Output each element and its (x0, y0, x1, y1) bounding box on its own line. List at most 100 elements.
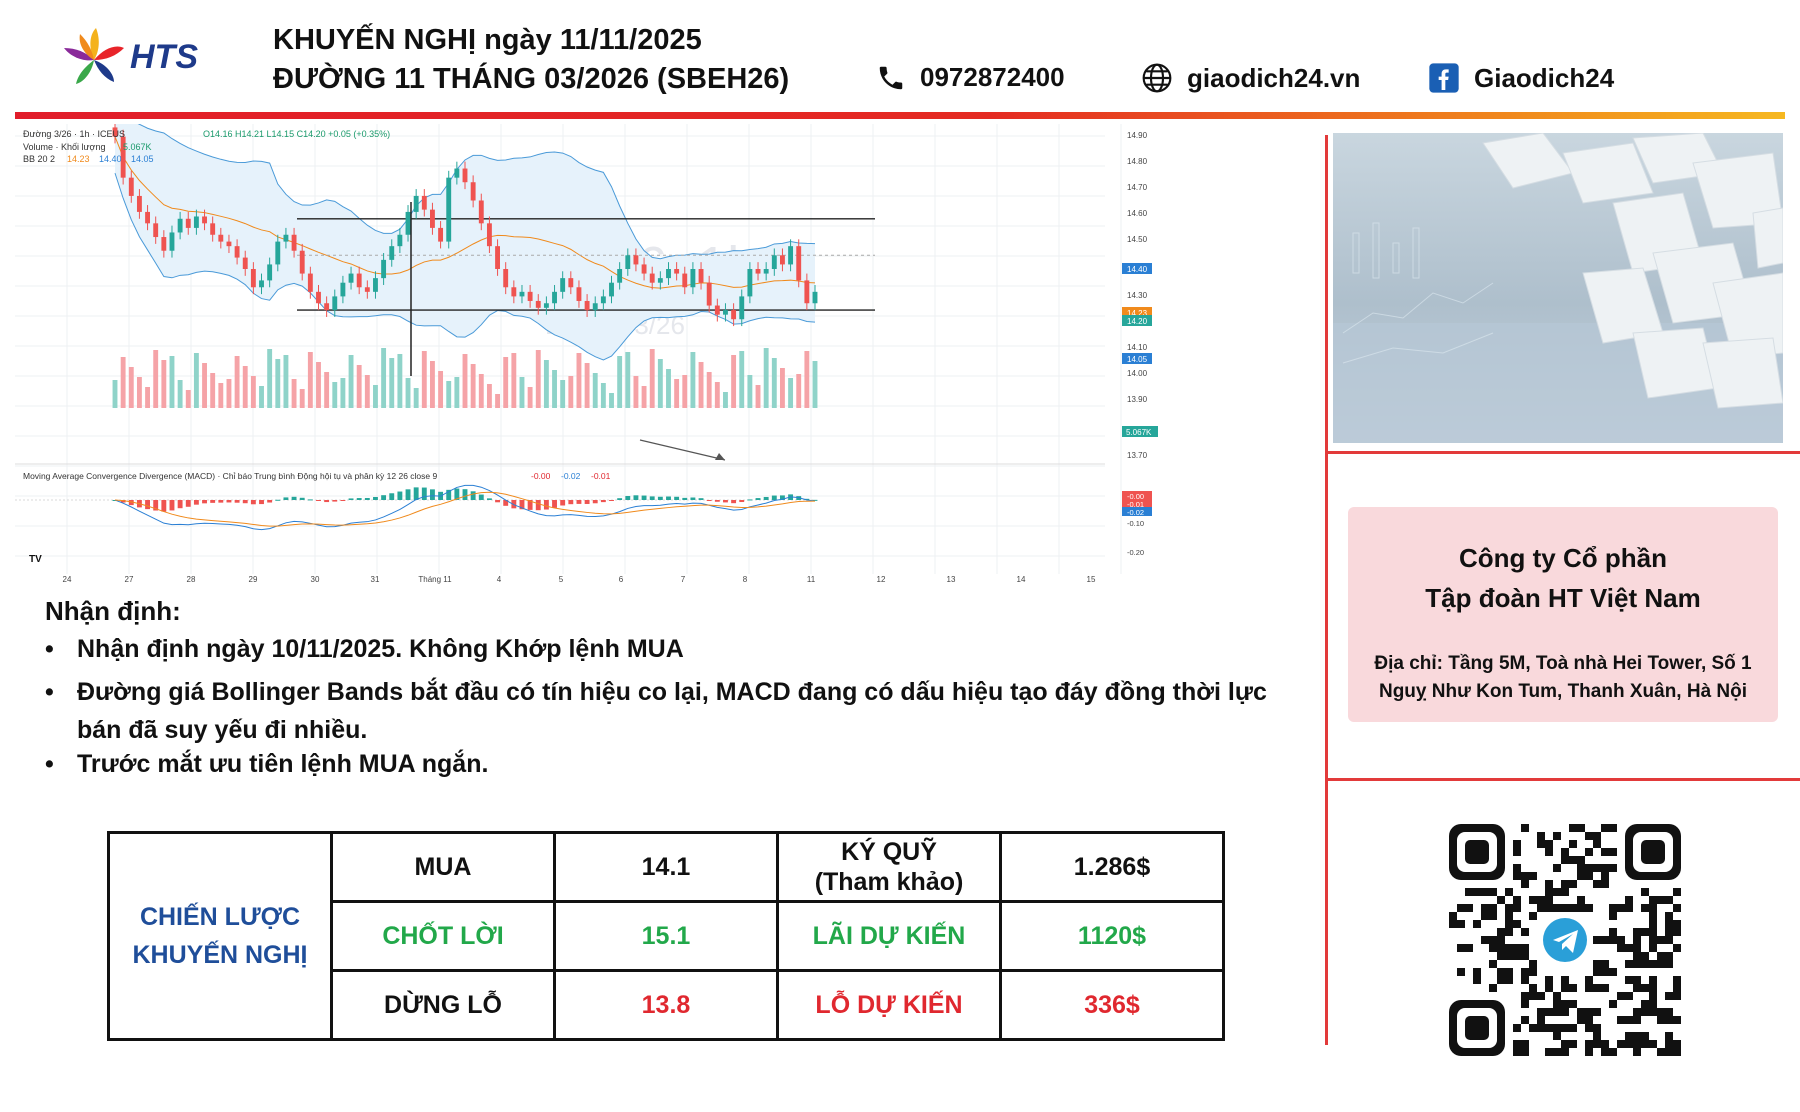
macd-histogram-bar (478, 494, 484, 500)
facebook-contact[interactable]: Giaodich24 (1428, 62, 1614, 94)
volume-bar (723, 392, 728, 408)
candle-body (218, 234, 224, 242)
candle-body (145, 211, 150, 224)
qr-module (1521, 976, 1529, 984)
qr-finder (1641, 840, 1665, 864)
volume-bar (763, 348, 769, 408)
volume-bar (454, 377, 460, 408)
candle-body (462, 168, 468, 183)
macd-histogram-bar (291, 496, 297, 500)
macd-histogram-bar (332, 500, 338, 502)
qr-module (1577, 824, 1585, 832)
qr-module (1553, 1008, 1561, 1016)
qr-module (1465, 904, 1473, 912)
qr-module (1657, 960, 1665, 968)
qr-module (1537, 840, 1545, 848)
qr-module (1609, 936, 1617, 944)
candle-body (202, 216, 207, 224)
qr-module (1545, 1008, 1553, 1016)
facebook-link[interactable]: Giaodich24 (1474, 62, 1615, 93)
macd-axis-label: -0.01 (1127, 500, 1144, 509)
qr-module (1657, 896, 1665, 904)
price-axis-label: 14.30 (1127, 291, 1148, 300)
qr-module (1505, 968, 1513, 976)
time-axis-label: 13 (947, 575, 956, 584)
macd-histogram-bar (470, 491, 476, 500)
qr-module (1513, 904, 1521, 912)
macd-histogram-bar (381, 495, 387, 500)
qr-module (1673, 992, 1681, 1000)
telegram-qr-code[interactable] (1445, 820, 1685, 1060)
volume-bar (682, 375, 688, 408)
volume-bar (128, 367, 134, 408)
qr-module (1577, 872, 1585, 880)
macd-histogram-bar (356, 498, 362, 500)
macd-tag (1122, 491, 1152, 500)
price-axis-label: 14.70 (1127, 183, 1148, 192)
volume-bar (283, 355, 289, 408)
volume-bar (641, 386, 647, 408)
macd-panel (15, 463, 1105, 531)
volume-bar (250, 376, 256, 408)
qr-module (1601, 872, 1609, 880)
volume-bar (804, 351, 810, 408)
website-contact[interactable]: giaodich24.vn (1141, 62, 1360, 94)
macd-histogram-bar (340, 500, 346, 501)
candle-body (120, 136, 126, 178)
volume-bar (389, 358, 395, 408)
candle-body (739, 296, 745, 320)
qr-module (1609, 904, 1617, 912)
qr-module (1673, 904, 1681, 912)
qr-module (1601, 1048, 1609, 1056)
qr-module (1489, 912, 1497, 920)
analysis-bullet: • Trước mắt ưu tiên lệnh MUA ngắn. (45, 750, 488, 779)
volume-trend-arrow (639, 439, 726, 461)
qr-module (1649, 984, 1657, 992)
qr-module (1601, 968, 1609, 976)
header-divider (15, 112, 1785, 119)
qr-module (1633, 976, 1641, 984)
candle-body (804, 280, 810, 304)
qr-module (1585, 1024, 1593, 1032)
qr-module (1457, 944, 1465, 952)
phone-contact[interactable]: 0972872400 (876, 62, 1065, 93)
price-axis-label: 14.60 (1127, 209, 1148, 218)
candle-body (259, 280, 264, 288)
time-axis: 24 27 28 29 30 31 Tháng 11 4 5 6 7 8 11 12 13 14 15 (63, 575, 1096, 584)
bullet-dot-icon: • (45, 635, 54, 663)
qr-module (1521, 824, 1529, 832)
price-axis-label: 14.80 (1127, 157, 1148, 166)
candle-body (405, 211, 411, 235)
volume-bar (340, 378, 346, 408)
qr-module (1601, 848, 1609, 856)
qr-module (1537, 1016, 1545, 1024)
macd-histogram-bar (617, 498, 623, 500)
time-axis-label: 6 (619, 575, 624, 584)
qr-module (1633, 984, 1641, 992)
macd-histogram-bar (283, 497, 289, 500)
chart-ohlc: O14.16 H14.21 L14.15 C14.20 +0.05 (+0.35… (203, 129, 390, 139)
website-link[interactable]: giaodich24.vn (1187, 62, 1361, 93)
qr-module (1569, 1024, 1577, 1032)
macd-histogram-bar (397, 491, 403, 500)
macd-histogram-bar (259, 500, 264, 505)
candle-body (495, 246, 500, 269)
qr-module (1593, 832, 1601, 840)
macd-histogram-bar (324, 500, 330, 503)
qr-module (1489, 984, 1497, 992)
macd-histogram-bar (128, 500, 134, 506)
volume-bar (348, 355, 354, 408)
strategy-label-line2: KHUYẾN NGHỊ (132, 941, 308, 969)
candle-body (340, 282, 346, 297)
bb-legend: BB 20 2 (23, 154, 55, 164)
candle-body (714, 305, 720, 315)
qr-module (1545, 840, 1553, 848)
volume-bar (739, 351, 745, 408)
qr-module (1617, 1016, 1625, 1024)
candle-body (600, 296, 606, 304)
qr-module (1585, 1048, 1593, 1056)
candle-body (332, 296, 338, 311)
macd-histogram-bar (193, 500, 199, 505)
candle-body (161, 237, 167, 251)
company-address-line1: Địa chỉ: Tầng 5M, Toà nhà Hei Tower, Số … (1374, 653, 1752, 674)
